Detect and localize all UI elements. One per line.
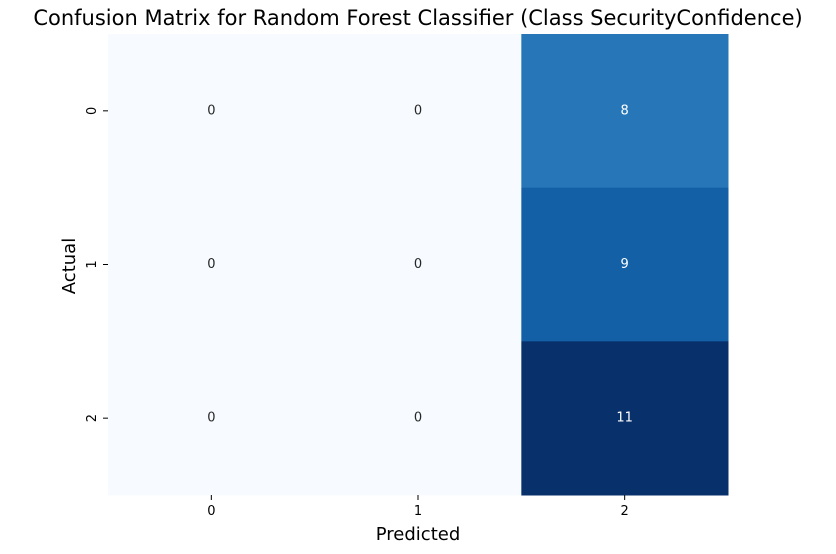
x-axis-ticks: 0 1 2 [207,495,629,519]
heatmap-cell [521,341,729,496]
heatmap-cell [108,187,316,342]
chart-title: Confusion Matrix for Random Forest Class… [33,6,802,30]
cell-value-label: 0 [207,411,215,426]
cell-value-label: 8 [621,103,629,118]
heatmap-cell [521,34,729,189]
cell-value-label: 0 [414,103,422,118]
heatmap-cells [108,34,729,496]
y-axis-ticks: 0 1 2 [85,107,108,422]
cell-value-label: 9 [621,257,629,272]
x-tick-label: 0 [207,504,215,519]
y-tick-label: 1 [85,260,100,268]
cell-annotations: 0 0 8 0 0 9 0 0 11 [207,103,633,425]
heatmap-cell [108,34,316,189]
heatmap-cell [314,34,522,189]
y-axis-label: Actual [59,238,80,294]
cell-value-label: 0 [414,411,422,426]
cell-value-label: 0 [207,257,215,272]
heatmap-cell [521,187,729,342]
heatmap-cell [108,341,316,496]
x-tick-label: 2 [621,504,629,519]
y-tick-label: 0 [85,107,100,115]
cell-value-label: 0 [414,257,422,272]
x-axis-label: Predicted [376,524,461,545]
heatmap-cell [314,187,522,342]
cell-value-label: 11 [616,411,633,426]
cell-value-label: 0 [207,103,215,118]
heatmap-cell [314,341,522,496]
y-tick-label: 2 [85,414,100,422]
x-tick-label: 1 [414,504,422,519]
